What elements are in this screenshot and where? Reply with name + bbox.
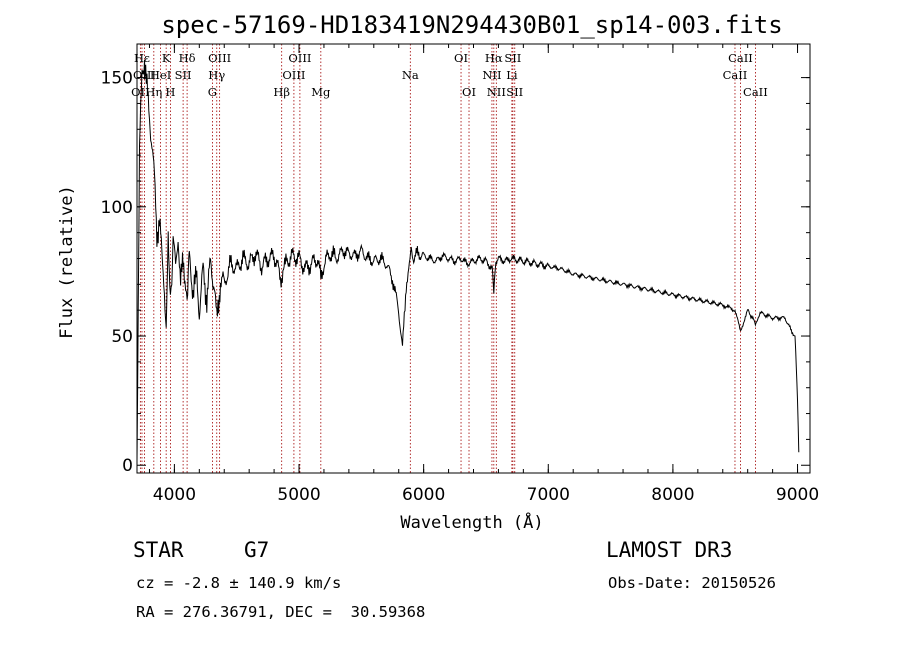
line-label: SII [506,85,523,99]
x-tick-label: 7000 [527,485,570,505]
line-label: OI [454,51,468,65]
spectral-subclass: G7 [244,538,270,562]
line-markers [139,44,756,473]
line-label: K [162,51,171,65]
line-label: CaII [743,85,768,99]
line-label: Hε [134,51,150,65]
survey-name: LAMOST DR3 [606,538,733,562]
y-tick-label: 0 [122,456,133,476]
line-label: Na [402,68,419,82]
line-label: G [208,85,217,99]
line-label: Hα [485,51,503,65]
y-tick-label: 100 [101,198,133,218]
obs-date: Obs-Date: 20150526 [608,574,776,592]
line-label: H [165,85,175,99]
spectrum-layer [136,59,800,461]
y-tick-label: 150 [101,69,133,89]
y-axis-label: Flux (relative) [57,185,77,339]
x-tick-label: 5000 [277,485,320,505]
x-tick-label: 4000 [153,485,196,505]
line-label: Mg [311,85,331,99]
line-label: OI [462,85,476,99]
line-label: OIII [208,51,231,65]
object-class: STAR [133,538,184,562]
x-tick-label: 8000 [651,485,694,505]
line-label: NII [482,68,501,82]
line-label: Hδ [179,51,196,65]
y-tick-label: 50 [111,327,133,347]
line-label: OIII [288,51,311,65]
line-label: OIII [282,68,305,82]
line-label: CaII [723,68,748,82]
line-label: NII [487,85,506,99]
line-label: SII [504,51,521,65]
axis-ticks: 4000 5000 6000 7000 8000 9000 0 50 100 150 [101,44,819,505]
x-tick-label: 6000 [402,485,445,505]
x-axis-label: Wavelength (Å) [400,511,543,533]
chart-title: spec-57169-HD183419N294430B01_sp14-003.f… [161,11,782,39]
line-label: Hη [145,85,162,99]
line-label: Hβ [273,85,290,99]
x-tick-label: 9000 [776,485,819,505]
line-label: CaII [728,51,753,65]
plot-frame [136,43,811,474]
coordinates: RA = 276.36791, DEC = 30.59368 [136,603,426,621]
line-label: HeI [150,68,171,82]
redshift-text: cz = -2.8 ± 140.9 km/s [136,574,342,592]
line-label: SII [175,68,192,82]
line-label: Hγ [208,68,225,82]
line-label: OII [131,85,150,99]
line-label: Li [506,68,518,82]
spectrum-line [136,59,800,461]
line-label: OIII [133,68,156,82]
line-labels: OIIHεOIIIHηHeIKHSIIHδGHγOIIIHβOIIIOIIIMg… [131,51,768,99]
